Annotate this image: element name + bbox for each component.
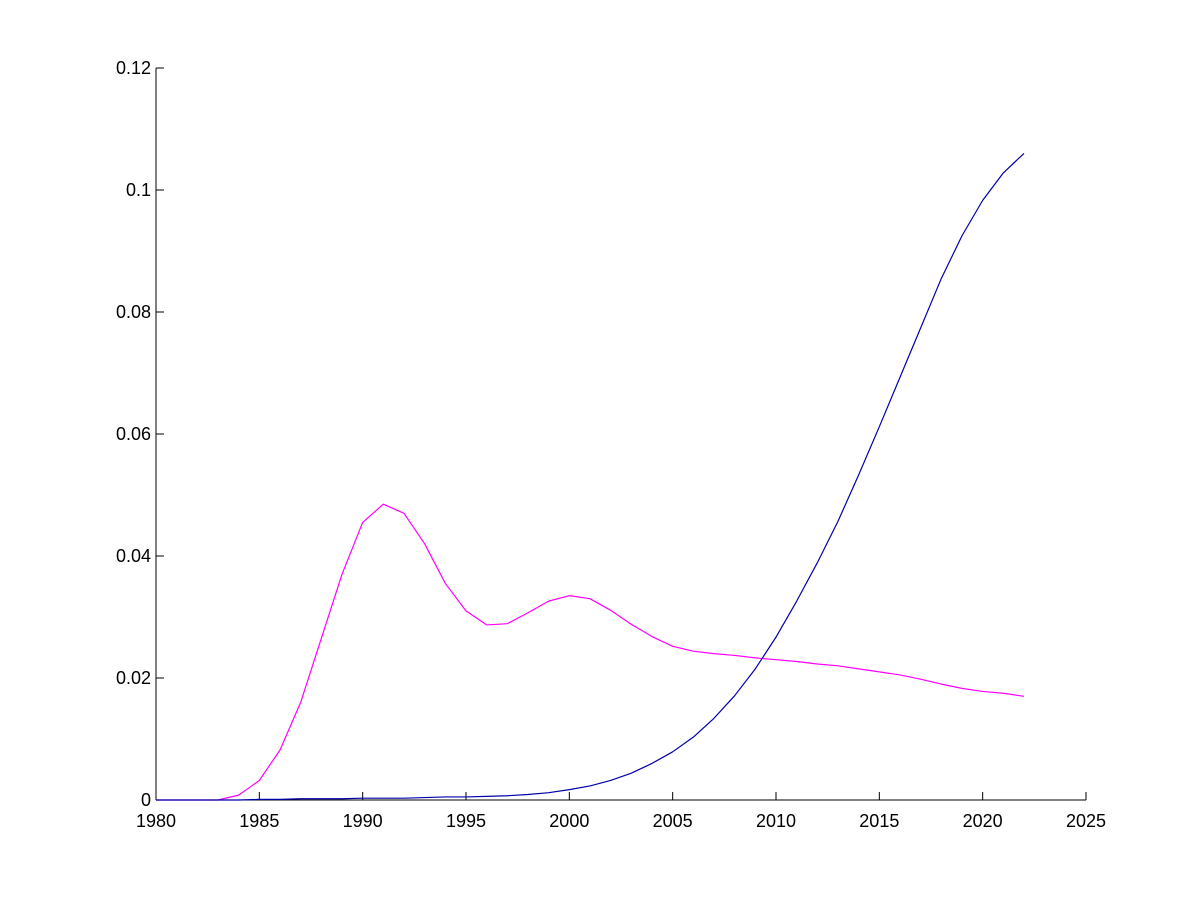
x-tick-label: 1990 <box>343 811 383 831</box>
series-line-1 <box>156 503 1025 801</box>
x-tick-label: 1985 <box>239 811 279 831</box>
axes: 1980 1985 1990 1995 2000 2005 2010 2015 2020 2025… <box>116 58 1106 831</box>
y-tick-label: 0 <box>141 790 151 810</box>
series-layer <box>156 152 1025 801</box>
y-tick-label: 0.04 <box>116 546 151 566</box>
x-tick-label: 2020 <box>963 811 1003 831</box>
x-tick-label: 2000 <box>549 811 589 831</box>
y-tick-label: 0.1 <box>126 180 151 200</box>
y-tick-label: 0.12 <box>116 58 151 78</box>
y-tick-label: 0.02 <box>116 668 151 688</box>
y-tick-label: 0.08 <box>116 302 151 322</box>
x-tick-label: 1995 <box>446 811 486 831</box>
y-tick-label: 0.06 <box>116 424 151 444</box>
x-tick-label: 1980 <box>136 811 176 831</box>
x-tick-label: 2010 <box>756 811 796 831</box>
x-tick-label: 2025 <box>1066 811 1106 831</box>
series-line-2 <box>156 152 1025 801</box>
x-tick-label: 2005 <box>653 811 693 831</box>
x-tick-label: 2015 <box>859 811 899 831</box>
